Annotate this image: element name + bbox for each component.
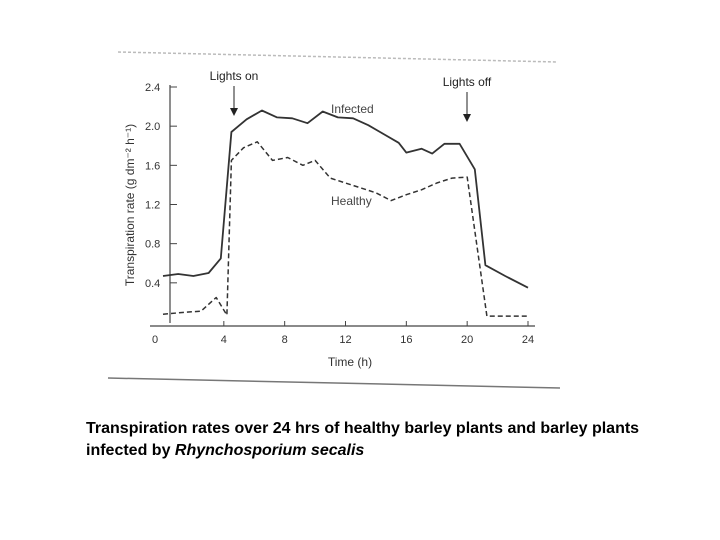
x-axis-title: Time (h) bbox=[328, 355, 372, 369]
x-tick-label: 16 bbox=[400, 334, 412, 346]
y-tick-label: 0.8 bbox=[145, 239, 160, 251]
y-tick-label: 2.0 bbox=[145, 121, 160, 133]
x-tick-label: 12 bbox=[339, 334, 351, 346]
annotation-label: Lights off bbox=[443, 75, 492, 89]
caption-text: Transpiration rates over 24 hrs of healt… bbox=[86, 420, 640, 459]
y-axis-title: Transpiration rate (g dm⁻² h⁻¹) bbox=[123, 124, 137, 286]
top-border-line bbox=[117, 51, 558, 63]
down-arrow-icon bbox=[463, 114, 471, 122]
annotation-label: Lights on bbox=[210, 69, 259, 83]
x-tick-label: 24 bbox=[522, 334, 534, 346]
y-tick-label: 1.2 bbox=[145, 200, 160, 212]
y-tick-label: 1.6 bbox=[145, 160, 160, 172]
series-line-healthy bbox=[162, 141, 528, 317]
x-tick-label: 8 bbox=[282, 334, 288, 346]
series-label-healthy: Healthy bbox=[331, 194, 372, 208]
series-label-infected: Infected bbox=[331, 102, 374, 116]
y-tick-label: 0.4 bbox=[145, 278, 160, 290]
bottom-border-line bbox=[107, 377, 561, 389]
x-tick-label: 0 bbox=[152, 334, 158, 346]
y-tick-label: 2.4 bbox=[145, 82, 160, 94]
figure-caption: Transpiration rates over 24 hrs of healt… bbox=[86, 418, 646, 462]
down-arrow-icon bbox=[230, 108, 238, 116]
series-line-infected bbox=[162, 109, 529, 289]
x-tick-label: 20 bbox=[461, 334, 473, 346]
caption-species: Rhynchosporium secalis bbox=[174, 442, 365, 459]
x-tick-label: 4 bbox=[221, 334, 227, 346]
